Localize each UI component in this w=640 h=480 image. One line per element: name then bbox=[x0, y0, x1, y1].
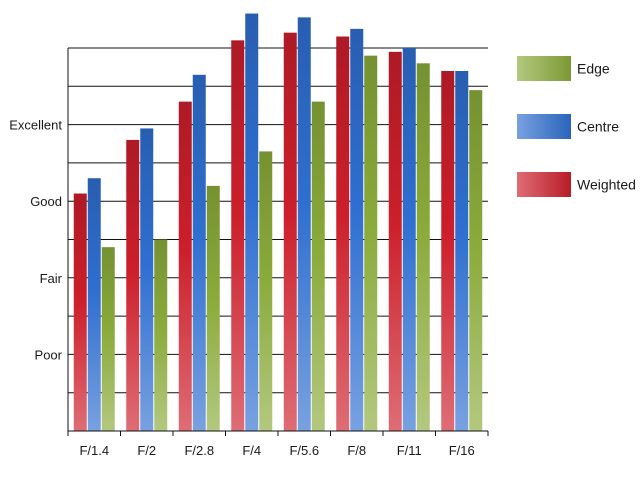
bar-edge-F14 bbox=[101, 247, 115, 431]
x-tick-label: F/11 bbox=[397, 443, 422, 458]
legend-item-centre: Centre bbox=[517, 114, 619, 139]
bar-centre-F16 bbox=[455, 70, 469, 431]
bar-weighted-F56 bbox=[283, 32, 297, 432]
bar-weighted-F16 bbox=[441, 70, 455, 431]
y-tick-label: Fair bbox=[40, 271, 63, 286]
legend-item-weighted: Weighted bbox=[517, 172, 636, 197]
legend-label-edge: Edge bbox=[577, 61, 610, 77]
bar-weighted-F2 bbox=[126, 139, 140, 432]
y-tick-label: Poor bbox=[35, 347, 63, 362]
bars bbox=[73, 13, 483, 432]
bar-edge-F11 bbox=[416, 63, 430, 431]
bar-centre-F14 bbox=[87, 178, 101, 431]
bar-centre-F8 bbox=[350, 28, 364, 431]
bar-centre-F56 bbox=[297, 17, 311, 432]
legend-item-edge: Edge bbox=[517, 56, 610, 81]
bar-centre-F4 bbox=[245, 13, 259, 432]
x-tick-label: F/8 bbox=[347, 443, 366, 458]
bar-edge-F8 bbox=[364, 55, 378, 431]
legend-label-centre: Centre bbox=[577, 119, 619, 135]
x-tick-label: F/5.6 bbox=[289, 443, 319, 458]
y-tick-label: Good bbox=[30, 194, 62, 209]
x-tick-label: F/2.8 bbox=[184, 443, 214, 458]
x-tick-labels: F/1.4 F/2 F/2.8 F/4 F/5.6 F/8 F/11 F/16 bbox=[79, 443, 474, 458]
bar-centre-F2 bbox=[140, 128, 154, 431]
bar-weighted-F11 bbox=[388, 51, 402, 432]
bar-centre-F11 bbox=[402, 48, 416, 431]
x-tick-label: F/1.4 bbox=[79, 443, 109, 458]
y-tick-label: Excellent bbox=[9, 118, 62, 133]
bar-edge-F56 bbox=[311, 101, 325, 432]
x-tick-label: F/16 bbox=[449, 443, 475, 458]
axes bbox=[67, 48, 489, 436]
bar-weighted-F14 bbox=[73, 193, 87, 431]
legend: Edge Centre Weighted bbox=[517, 56, 636, 197]
bar-edge-F28 bbox=[206, 185, 220, 431]
bar-edge-F4 bbox=[259, 151, 273, 431]
bar-edge-F2 bbox=[154, 239, 168, 431]
x-tick-label: F/4 bbox=[242, 443, 261, 458]
bar-centre-F28 bbox=[192, 74, 206, 431]
legend-label-weighted: Weighted bbox=[577, 177, 636, 193]
legend-swatch-edge bbox=[517, 56, 571, 81]
bar-edge-F16 bbox=[469, 90, 483, 431]
x-tick-label: F/2 bbox=[137, 443, 156, 458]
bar-weighted-F8 bbox=[336, 36, 350, 431]
y-tick-labels: Poor Fair Good Excellent bbox=[9, 118, 62, 363]
bar-weighted-F4 bbox=[231, 40, 245, 432]
bar-weighted-F28 bbox=[178, 101, 192, 432]
legend-swatch-centre bbox=[517, 114, 571, 139]
legend-swatch-weighted bbox=[517, 172, 571, 197]
